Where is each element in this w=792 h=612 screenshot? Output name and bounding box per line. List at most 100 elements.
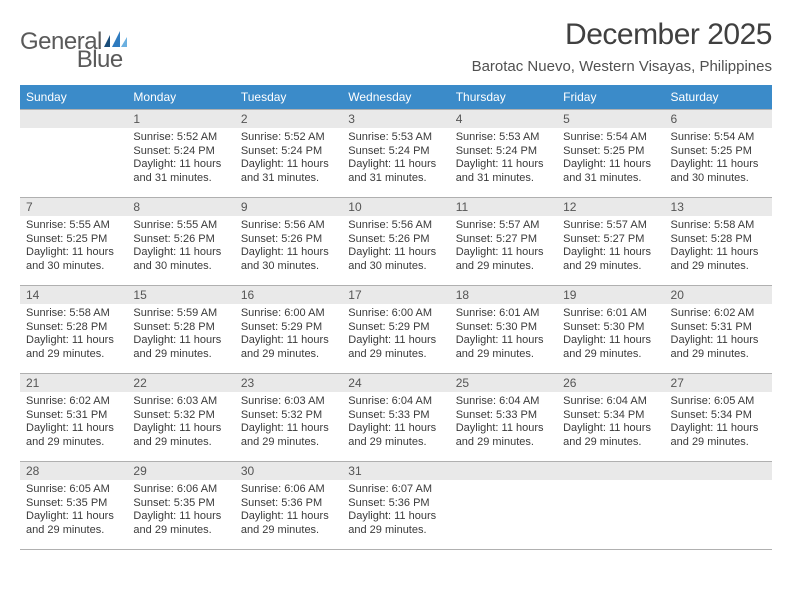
sunset-line: Sunset: 5:27 PM — [456, 233, 553, 247]
empty-cell — [557, 462, 664, 550]
day-details: Sunrise: 5:55 AMSunset: 5:25 PMDaylight:… — [20, 216, 127, 276]
day-cell: 19Sunrise: 6:01 AMSunset: 5:30 PMDayligh… — [557, 286, 664, 374]
daylight-line: Daylight: 11 hours and 31 minutes. — [241, 158, 338, 185]
day-cell: 29Sunrise: 6:06 AMSunset: 5:35 PMDayligh… — [127, 462, 234, 550]
daylight-line: Daylight: 11 hours and 29 minutes. — [671, 246, 768, 273]
day-details: Sunrise: 5:53 AMSunset: 5:24 PMDaylight:… — [450, 128, 557, 188]
daylight-line: Daylight: 11 hours and 31 minutes. — [133, 158, 230, 185]
sunrise-line: Sunrise: 5:52 AM — [241, 131, 338, 145]
day-cell: 10Sunrise: 5:56 AMSunset: 5:26 PMDayligh… — [342, 198, 449, 286]
day-details: Sunrise: 5:58 AMSunset: 5:28 PMDaylight:… — [20, 304, 127, 364]
sunset-line: Sunset: 5:24 PM — [241, 145, 338, 159]
day-details: Sunrise: 6:01 AMSunset: 5:30 PMDaylight:… — [450, 304, 557, 364]
page-title: December 2025 — [472, 18, 772, 52]
day-details: Sunrise: 6:01 AMSunset: 5:30 PMDaylight:… — [557, 304, 664, 364]
day-details — [450, 480, 557, 486]
day-details: Sunrise: 5:52 AMSunset: 5:24 PMDaylight:… — [127, 128, 234, 188]
sunset-line: Sunset: 5:27 PM — [563, 233, 660, 247]
day-cell: 12Sunrise: 5:57 AMSunset: 5:27 PMDayligh… — [557, 198, 664, 286]
sunrise-line: Sunrise: 5:53 AM — [456, 131, 553, 145]
calendar-table: SundayMondayTuesdayWednesdayThursdayFrid… — [20, 85, 772, 550]
day-cell: 18Sunrise: 6:01 AMSunset: 5:30 PMDayligh… — [450, 286, 557, 374]
day-number: 3 — [342, 110, 449, 128]
daylight-line: Daylight: 11 hours and 29 minutes. — [671, 422, 768, 449]
sunset-line: Sunset: 5:35 PM — [133, 497, 230, 511]
day-number: 9 — [235, 198, 342, 216]
day-details: Sunrise: 5:59 AMSunset: 5:28 PMDaylight:… — [127, 304, 234, 364]
sunrise-line: Sunrise: 5:53 AM — [348, 131, 445, 145]
sunrise-line: Sunrise: 5:59 AM — [133, 307, 230, 321]
day-cell: 15Sunrise: 5:59 AMSunset: 5:28 PMDayligh… — [127, 286, 234, 374]
sunset-line: Sunset: 5:31 PM — [671, 321, 768, 335]
day-cell: 16Sunrise: 6:00 AMSunset: 5:29 PMDayligh… — [235, 286, 342, 374]
day-details: Sunrise: 5:52 AMSunset: 5:24 PMDaylight:… — [235, 128, 342, 188]
daylight-line: Daylight: 11 hours and 29 minutes. — [133, 510, 230, 537]
sunrise-line: Sunrise: 6:02 AM — [671, 307, 768, 321]
day-number: 11 — [450, 198, 557, 216]
day-cell: 20Sunrise: 6:02 AMSunset: 5:31 PMDayligh… — [665, 286, 772, 374]
weekday-header: Thursday — [450, 85, 557, 110]
day-details: Sunrise: 6:02 AMSunset: 5:31 PMDaylight:… — [665, 304, 772, 364]
sunrise-line: Sunrise: 5:55 AM — [26, 219, 123, 233]
daylight-line: Daylight: 11 hours and 29 minutes. — [456, 334, 553, 361]
day-cell: 27Sunrise: 6:05 AMSunset: 5:34 PMDayligh… — [665, 374, 772, 462]
day-cell: 13Sunrise: 5:58 AMSunset: 5:28 PMDayligh… — [665, 198, 772, 286]
calendar-row: 28Sunrise: 6:05 AMSunset: 5:35 PMDayligh… — [20, 462, 772, 550]
sunset-line: Sunset: 5:25 PM — [26, 233, 123, 247]
sunrise-line: Sunrise: 6:00 AM — [348, 307, 445, 321]
daylight-line: Daylight: 11 hours and 29 minutes. — [456, 246, 553, 273]
day-number: 30 — [235, 462, 342, 480]
sunset-line: Sunset: 5:35 PM — [26, 497, 123, 511]
day-cell: 28Sunrise: 6:05 AMSunset: 5:35 PMDayligh… — [20, 462, 127, 550]
sunrise-line: Sunrise: 6:03 AM — [241, 395, 338, 409]
day-number: 24 — [342, 374, 449, 392]
day-number: 23 — [235, 374, 342, 392]
sunrise-line: Sunrise: 5:52 AM — [133, 131, 230, 145]
day-cell: 3Sunrise: 5:53 AMSunset: 5:24 PMDaylight… — [342, 110, 449, 198]
sunrise-line: Sunrise: 6:05 AM — [26, 483, 123, 497]
day-details — [20, 128, 127, 134]
day-details: Sunrise: 6:05 AMSunset: 5:35 PMDaylight:… — [20, 480, 127, 540]
day-number — [450, 462, 557, 480]
sunrise-line: Sunrise: 6:06 AM — [133, 483, 230, 497]
calendar-row: 21Sunrise: 6:02 AMSunset: 5:31 PMDayligh… — [20, 374, 772, 462]
daylight-line: Daylight: 11 hours and 30 minutes. — [133, 246, 230, 273]
sunset-line: Sunset: 5:28 PM — [133, 321, 230, 335]
day-number — [665, 462, 772, 480]
day-details: Sunrise: 5:54 AMSunset: 5:25 PMDaylight:… — [665, 128, 772, 188]
day-number: 18 — [450, 286, 557, 304]
sunrise-line: Sunrise: 6:04 AM — [456, 395, 553, 409]
daylight-line: Daylight: 11 hours and 30 minutes. — [241, 246, 338, 273]
day-number — [557, 462, 664, 480]
daylight-line: Daylight: 11 hours and 29 minutes. — [348, 422, 445, 449]
day-details: Sunrise: 6:07 AMSunset: 5:36 PMDaylight:… — [342, 480, 449, 540]
day-number: 31 — [342, 462, 449, 480]
weekday-header: Sunday — [20, 85, 127, 110]
day-cell: 23Sunrise: 6:03 AMSunset: 5:32 PMDayligh… — [235, 374, 342, 462]
day-details: Sunrise: 5:54 AMSunset: 5:25 PMDaylight:… — [557, 128, 664, 188]
day-number: 6 — [665, 110, 772, 128]
sunset-line: Sunset: 5:31 PM — [26, 409, 123, 423]
sunset-line: Sunset: 5:34 PM — [671, 409, 768, 423]
day-cell: 21Sunrise: 6:02 AMSunset: 5:31 PMDayligh… — [20, 374, 127, 462]
daylight-line: Daylight: 11 hours and 31 minutes. — [348, 158, 445, 185]
sunset-line: Sunset: 5:24 PM — [133, 145, 230, 159]
day-details: Sunrise: 6:04 AMSunset: 5:34 PMDaylight:… — [557, 392, 664, 452]
day-cell: 4Sunrise: 5:53 AMSunset: 5:24 PMDaylight… — [450, 110, 557, 198]
daylight-line: Daylight: 11 hours and 29 minutes. — [348, 334, 445, 361]
sunset-line: Sunset: 5:26 PM — [241, 233, 338, 247]
daylight-line: Daylight: 11 hours and 29 minutes. — [133, 422, 230, 449]
sunrise-line: Sunrise: 5:54 AM — [563, 131, 660, 145]
day-details: Sunrise: 5:53 AMSunset: 5:24 PMDaylight:… — [342, 128, 449, 188]
sunset-line: Sunset: 5:30 PM — [563, 321, 660, 335]
sunrise-line: Sunrise: 6:07 AM — [348, 483, 445, 497]
day-number: 21 — [20, 374, 127, 392]
daylight-line: Daylight: 11 hours and 29 minutes. — [26, 334, 123, 361]
day-cell: 26Sunrise: 6:04 AMSunset: 5:34 PMDayligh… — [557, 374, 664, 462]
daylight-line: Daylight: 11 hours and 29 minutes. — [671, 334, 768, 361]
weekday-header: Monday — [127, 85, 234, 110]
sunset-line: Sunset: 5:25 PM — [671, 145, 768, 159]
day-cell: 25Sunrise: 6:04 AMSunset: 5:33 PMDayligh… — [450, 374, 557, 462]
day-number: 22 — [127, 374, 234, 392]
day-details — [557, 480, 664, 486]
